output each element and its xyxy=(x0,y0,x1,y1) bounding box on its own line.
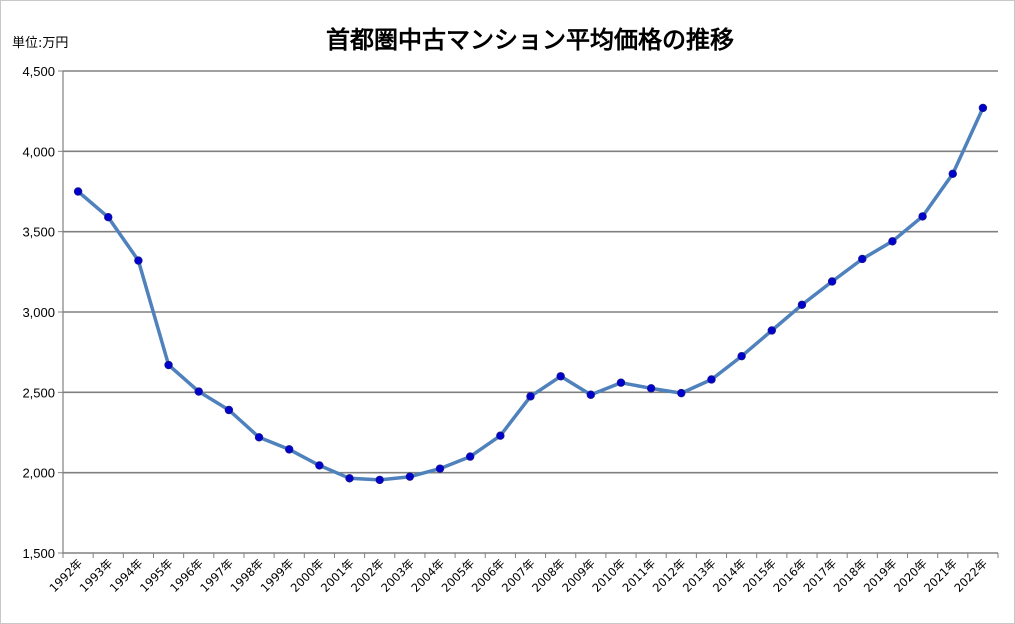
data-point xyxy=(586,390,596,399)
data-point xyxy=(858,254,867,264)
series-layer xyxy=(73,103,988,485)
data-point xyxy=(707,375,716,384)
y-tick-label: 3,500 xyxy=(22,225,55,240)
series-line xyxy=(76,107,985,482)
data-point xyxy=(73,187,83,196)
y-tick-label: 4,000 xyxy=(22,144,55,159)
y-tick-label: 1,500 xyxy=(22,546,55,561)
data-point xyxy=(526,392,535,401)
data-point xyxy=(375,475,384,485)
data-point xyxy=(405,472,415,481)
data-point xyxy=(827,277,837,286)
data-point xyxy=(315,461,324,470)
axes xyxy=(58,70,999,558)
data-point xyxy=(888,237,897,246)
data-point xyxy=(285,445,294,454)
data-point xyxy=(918,212,927,221)
y-tick-label: 2,500 xyxy=(22,385,55,400)
x-axis-ticks: 1992年1993年1994年1995年1996年1997年1998年1999年… xyxy=(46,556,990,595)
y-tick-label: 2,000 xyxy=(22,466,55,481)
gridlines xyxy=(63,70,998,474)
data-point xyxy=(104,213,113,222)
data-point xyxy=(737,351,746,361)
data-point xyxy=(254,433,264,442)
data-point xyxy=(224,405,234,415)
data-point xyxy=(496,431,505,440)
data-point xyxy=(134,256,143,265)
y-tick-label: 3,000 xyxy=(22,305,55,320)
data-point xyxy=(194,387,203,396)
data-point xyxy=(978,103,988,113)
x-tick-label: 2022年 xyxy=(951,556,990,595)
data-point xyxy=(677,388,686,398)
data-point xyxy=(435,464,445,473)
y-axis-ticks: 1,500 2,000 2,500 3,000 3,500 4,000 4,500 xyxy=(22,64,55,561)
data-point xyxy=(948,169,957,179)
data-point xyxy=(164,360,173,370)
data-point xyxy=(767,326,776,335)
data-point xyxy=(616,378,626,387)
data-point xyxy=(345,474,354,483)
data-point xyxy=(797,300,807,309)
data-point xyxy=(556,372,565,381)
data-point xyxy=(465,452,475,461)
chart-title: 首都圏中古マンション平均価格の推移 xyxy=(326,26,734,54)
y-tick-label: 4,500 xyxy=(22,64,55,79)
data-point xyxy=(646,384,656,393)
unit-label: 単位:万円 xyxy=(12,35,68,51)
